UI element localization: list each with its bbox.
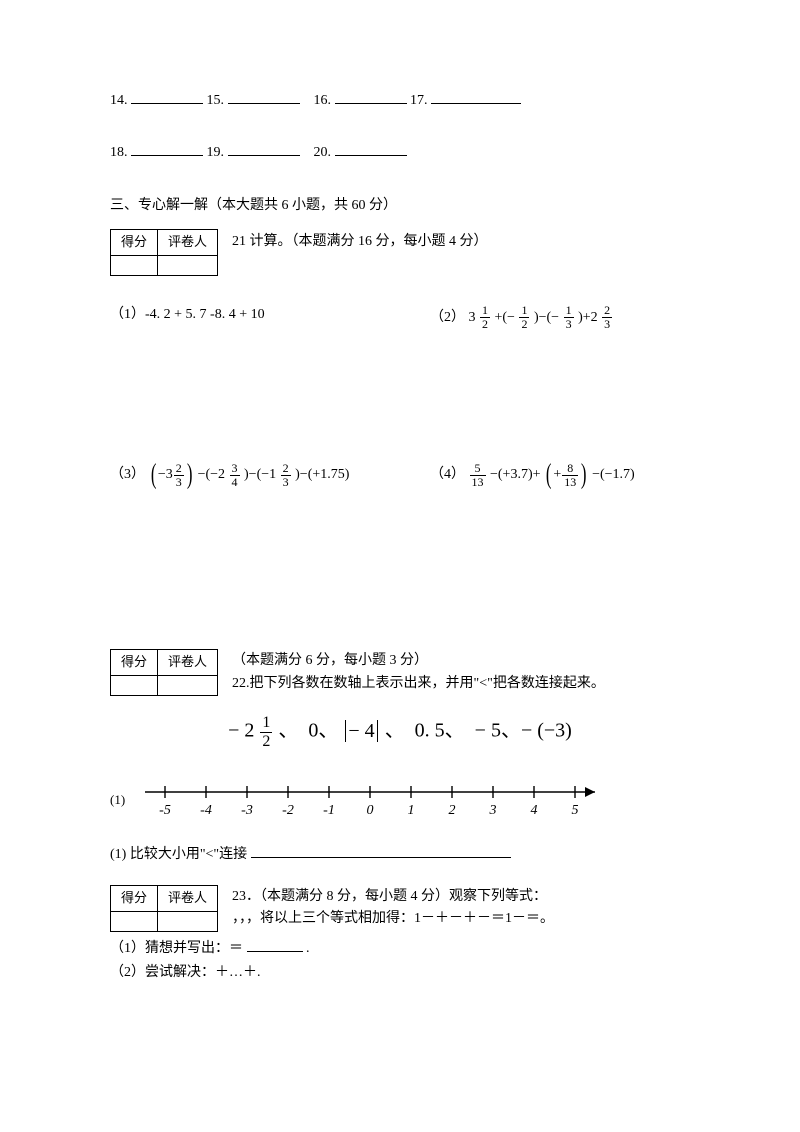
frac-1-2c: 12 xyxy=(260,714,272,750)
label-18: 18. xyxy=(110,145,128,160)
svg-text:0: 0 xyxy=(367,803,374,818)
grader-cell[interactable] xyxy=(158,911,218,931)
fill-blank-row-2: 18. 19. 20. xyxy=(110,142,690,164)
score-table-q21: 得分 评卷人 xyxy=(110,229,218,276)
blank-20[interactable] xyxy=(335,142,407,156)
label-19: 19. xyxy=(207,145,225,160)
frac-1-3: 13 xyxy=(564,304,574,331)
q23-sub2: （2）尝试解决：＋…＋. xyxy=(110,962,690,984)
score-col: 得分 xyxy=(111,885,158,911)
frac-8-13: 813 xyxy=(562,462,578,489)
lparen-icon-2: ( xyxy=(546,461,552,489)
frac-2-3c: 23 xyxy=(281,462,291,489)
number-line: -5 -4 -3 -2 -1 0 1 2 3 4 5 xyxy=(135,778,615,822)
number-line-row: (1) -5 -4 -3 -2 -1 0 1 2 3 4 5 xyxy=(110,778,690,822)
score-cell[interactable] xyxy=(111,676,158,696)
blank-19[interactable] xyxy=(228,142,300,156)
score-cell[interactable] xyxy=(111,255,158,275)
svg-text:-1: -1 xyxy=(323,803,335,818)
blank-16[interactable] xyxy=(335,90,407,104)
rparen-icon: ) xyxy=(187,461,193,489)
score-table-q23: 得分 评卷人 xyxy=(110,885,218,932)
q21-p3-m1: −(−2 xyxy=(198,468,225,483)
q23-sub1-label: （1）猜想并写出：＝ xyxy=(110,941,243,956)
label-14: 14. xyxy=(110,93,128,108)
section-3-title: 三、专心解一解（本大题共 6 小题，共 60 分） xyxy=(110,195,690,217)
grader-col: 评卷人 xyxy=(158,230,218,256)
q22-compare-label: (1) 比较大小用"<"连接 xyxy=(110,847,247,862)
q21-p2-t1: +(− xyxy=(495,310,515,325)
q22-n1: − 2 xyxy=(228,720,254,742)
q22-numbers: − 2 12 、 0、 − 4 、 0. 5、 − 5、− (−3) xyxy=(110,714,690,750)
q21-p3-m3: )−(+1.75) xyxy=(295,468,349,483)
frac-3-4: 34 xyxy=(230,462,240,489)
svg-text:-5: -5 xyxy=(159,803,171,818)
score-col: 得分 xyxy=(111,650,158,676)
q21-p3-prefix: （3） xyxy=(110,468,145,483)
q22-block: 得分 评卷人 （本题满分 6 分，每小题 3 分） 22.把下列各数在数轴上表示… xyxy=(110,649,690,866)
svg-text:-4: -4 xyxy=(200,803,212,818)
q23-sub1-end: . xyxy=(306,941,310,956)
q21-p2-t3: )+2 xyxy=(578,310,598,325)
frac-2-3: 23 xyxy=(602,304,612,331)
score-col: 得分 xyxy=(111,230,158,256)
blank-17[interactable] xyxy=(431,90,521,104)
abs-bars: − 4 xyxy=(345,720,377,742)
q22-p1-label: (1) xyxy=(110,790,125,811)
frac-1-2b: 12 xyxy=(519,304,529,331)
svg-text:4: 4 xyxy=(531,803,538,818)
q23-sub1: （1）猜想并写出：＝ . xyxy=(110,938,690,960)
q21-block: 得分 评卷人 21 计算。（本题满分 16 分，每小题 4 分） xyxy=(110,229,690,276)
blank-14[interactable] xyxy=(131,90,203,104)
q21-p2-t2: )−(− xyxy=(534,310,559,325)
q21-row-2: （3） (−323) −(−2 34 )−(−1 23 )−(+1.75) （4… xyxy=(110,461,690,489)
label-20: 20. xyxy=(314,145,332,160)
svg-text:-2: -2 xyxy=(282,803,294,818)
q21-p4-m1: −(+3.7)+ xyxy=(490,468,541,483)
frac-2-3b: 23 xyxy=(174,462,184,489)
lparen-icon: ( xyxy=(150,461,156,489)
score-table-q22: 得分 评卷人 xyxy=(110,649,218,696)
q21-p4-prefix: （4） xyxy=(430,468,465,483)
q22-n2: 、 0、 xyxy=(278,720,338,742)
grader-cell[interactable] xyxy=(158,676,218,696)
score-cell[interactable] xyxy=(111,911,158,931)
q21-row-1: （1）-4. 2 + 5. 7 -8. 4 + 10 （2） 3 12 +(− … xyxy=(110,304,690,331)
svg-text:5: 5 xyxy=(572,803,579,818)
label-15: 15. xyxy=(207,93,225,108)
svg-text:-3: -3 xyxy=(241,803,253,818)
grader-col: 评卷人 xyxy=(158,885,218,911)
frac-1-2a: 12 xyxy=(480,304,490,331)
q21-p3: （3） (−323) −(−2 34 )−(−1 23 )−(+1.75) xyxy=(110,461,370,489)
label-16: 16. xyxy=(314,93,332,108)
q23-block: 得分 评卷人 23．（本题满分 8 分，每小题 4 分）观察下列等式： ，，，将… xyxy=(110,885,690,985)
q22-abs: − 4 xyxy=(348,720,374,742)
label-17: 17. xyxy=(410,93,428,108)
q21-p2-prefix: （2） 3 xyxy=(430,310,476,325)
blank-q23[interactable] xyxy=(247,938,303,952)
q21-p4: （4） 513 −(+3.7)+ (+813) −(−1.7) xyxy=(430,461,690,489)
rparen-icon-2: ) xyxy=(581,461,587,489)
frac-5-13: 513 xyxy=(470,462,486,489)
grader-col: 评卷人 xyxy=(158,650,218,676)
svg-text:3: 3 xyxy=(489,803,497,818)
grader-cell[interactable] xyxy=(158,255,218,275)
q21-p1: （1）-4. 2 + 5. 7 -8. 4 + 10 xyxy=(110,304,370,331)
blank-15[interactable] xyxy=(228,90,300,104)
q22-compare-row: (1) 比较大小用"<"连接 xyxy=(110,844,690,866)
svg-text:1: 1 xyxy=(408,803,415,818)
blank-18[interactable] xyxy=(131,142,203,156)
q22-n3: 、 0. 5、 − 5、− (−3) xyxy=(385,720,572,742)
q21-p3-m2: )−(−1 xyxy=(244,468,276,483)
svg-text:2: 2 xyxy=(449,803,456,818)
blank-compare[interactable] xyxy=(251,844,511,858)
q21-p4-m2: −(−1.7) xyxy=(592,468,635,483)
fill-blank-row-1: 14. 15. 16. 17. xyxy=(110,90,690,112)
q21-p2: （2） 3 12 +(− 12 )−(− 13 )+2 23 xyxy=(430,304,690,331)
